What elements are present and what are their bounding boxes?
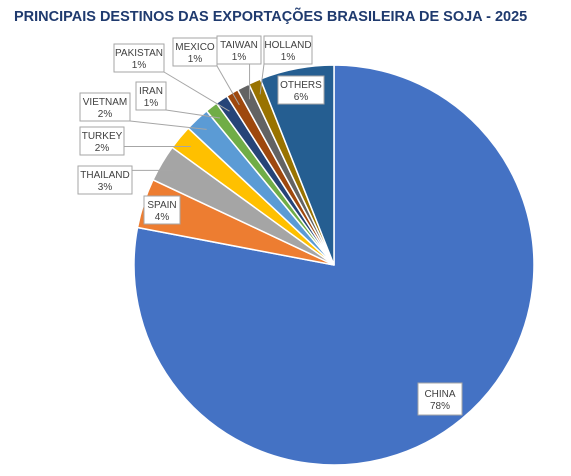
slice-category-label: VIETNAM (83, 97, 127, 108)
slice-category-label: CHINA (424, 389, 455, 400)
slice-category-label: OTHERS (280, 80, 322, 91)
slice-value-label: 1% (232, 52, 247, 63)
slice-value-label: 1% (144, 98, 159, 109)
label-box (277, 75, 325, 105)
label-box (143, 195, 181, 225)
slice-category-label: TAIWAN (220, 40, 258, 51)
slice-value-label: 78% (430, 401, 450, 412)
slice-value-label: 2% (95, 143, 110, 154)
leader-lines (124, 63, 265, 171)
leader-line-holland (259, 63, 265, 95)
slice-value-label: 3% (98, 182, 113, 193)
label-box (172, 37, 218, 67)
slice-labels: CHINA78%SPAIN4%THAILAND3%TURKEY2%VIETNAM… (77, 35, 463, 416)
slice-value-label: 6% (294, 92, 309, 103)
slice-category-label: IRAN (139, 86, 163, 97)
slice-category-label: MEXICO (175, 42, 215, 53)
label-box (79, 92, 131, 122)
slice-category-label: PAKISTAN (115, 48, 163, 59)
pie-slices (133, 64, 535, 466)
slice-value-label: 1% (188, 54, 203, 65)
label-box (77, 165, 133, 195)
slice-value-label: 1% (281, 52, 296, 63)
slice-category-label: HOLLAND (264, 40, 311, 51)
label-box (113, 43, 165, 73)
slice-value-label: 1% (132, 60, 147, 71)
slice-category-label: THAILAND (80, 170, 129, 181)
slice-category-label: SPAIN (147, 200, 176, 211)
leader-line-vietnam (129, 120, 207, 130)
slice-value-label: 4% (155, 212, 170, 223)
label-box (263, 35, 313, 65)
leader-line-pakistan (163, 71, 230, 112)
label-box (216, 35, 262, 65)
slice-value-label: 2% (98, 109, 113, 120)
label-box (417, 382, 463, 416)
label-box (135, 81, 167, 111)
leader-line-mexico (216, 65, 240, 106)
pie-slice-others (259, 64, 335, 266)
chart-title: PRINCIPAIS DESTINOS DAS EXPORTAÇÕES BRAS… (14, 9, 528, 25)
slice-category-label: TURKEY (82, 131, 123, 142)
label-box (79, 126, 125, 156)
leader-line-iran (165, 109, 221, 119)
